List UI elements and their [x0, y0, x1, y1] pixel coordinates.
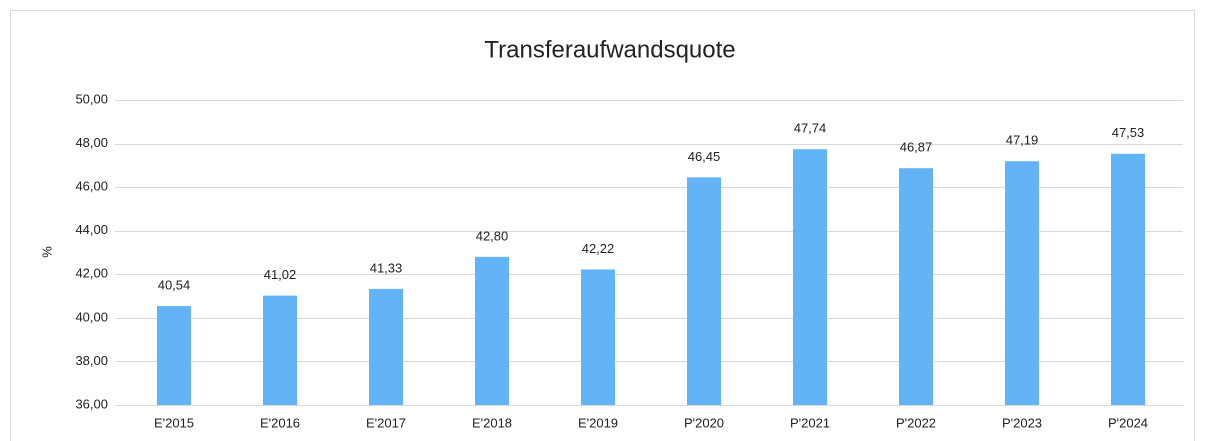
data-label: 42,80 — [476, 228, 509, 243]
y-tick-label: 36,00 — [75, 396, 108, 411]
data-label: 47,53 — [1112, 125, 1145, 140]
data-label: 42,22 — [582, 241, 615, 256]
x-tick-label: E'2016 — [260, 415, 300, 430]
x-tick-label: P'2020 — [684, 415, 724, 430]
bar — [157, 306, 191, 405]
x-tick-label: E'2017 — [366, 415, 406, 430]
y-tick-label: 46,00 — [75, 179, 108, 194]
data-label: 41,02 — [264, 267, 297, 282]
bar — [793, 149, 827, 405]
data-label: 46,45 — [688, 149, 721, 164]
chart-title: Transferaufwandsquote — [484, 36, 735, 63]
bar — [263, 295, 297, 405]
x-tick-label: P'2024 — [1108, 415, 1148, 430]
bar — [1005, 161, 1039, 405]
bar — [369, 288, 403, 405]
x-tick-label: P'2021 — [790, 415, 830, 430]
y-tick-label: 50,00 — [75, 91, 108, 106]
data-label: 47,74 — [794, 121, 827, 136]
bar — [475, 256, 509, 405]
data-label: 41,33 — [370, 260, 403, 275]
data-label: 47,19 — [1006, 133, 1039, 148]
data-label: 46,87 — [900, 140, 933, 155]
data-label: 40,54 — [158, 278, 191, 293]
y-tick-label: 42,00 — [75, 266, 108, 281]
x-tick-label: E'2019 — [578, 415, 618, 430]
y-tick-label: 40,00 — [75, 309, 108, 324]
x-tick-label: E'2015 — [154, 415, 194, 430]
chart-border — [10, 10, 1195, 441]
bar — [1111, 153, 1145, 405]
y-tick-label: 38,00 — [75, 353, 108, 368]
y-tick-label: 44,00 — [75, 222, 108, 237]
bar — [581, 269, 615, 405]
x-tick-label: E'2018 — [472, 415, 512, 430]
bar — [899, 168, 933, 405]
y-axis-label: % — [39, 246, 54, 258]
x-tick-label: P'2022 — [896, 415, 936, 430]
x-tick-label: P'2023 — [1002, 415, 1042, 430]
y-tick-label: 48,00 — [75, 135, 108, 150]
bar — [687, 177, 721, 405]
